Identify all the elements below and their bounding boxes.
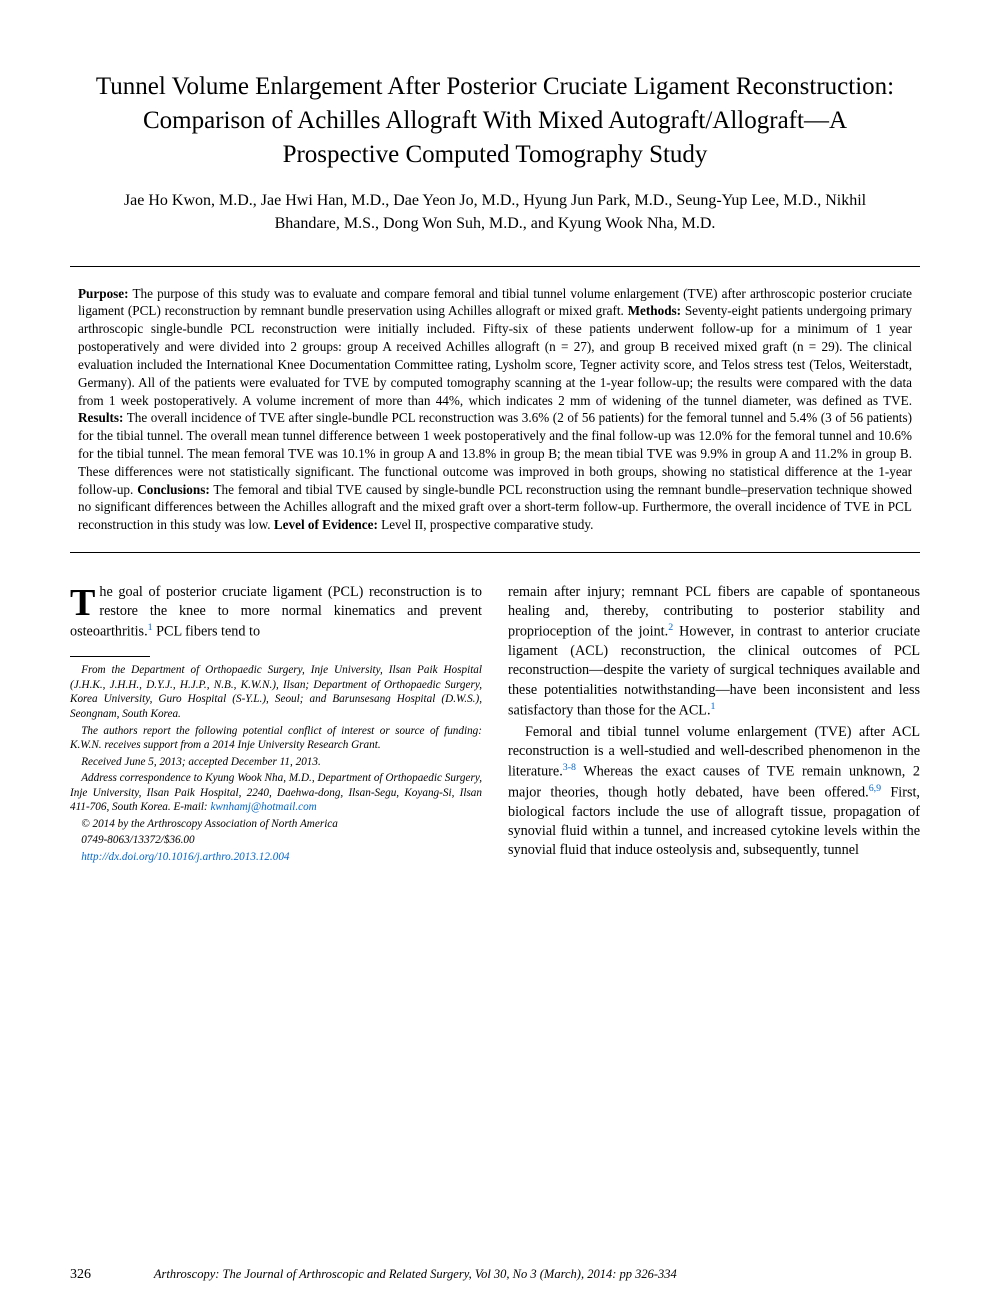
loe-text: Level II, prospective comparative study. <box>378 517 594 532</box>
footer-citation: Arthroscopy: The Journal of Arthroscopic… <box>154 1267 677 1281</box>
p1-cont: PCL fibers tend to <box>153 624 260 640</box>
conflict-of-interest: The authors report the following potenti… <box>70 724 482 753</box>
conclusions-label: Conclusions: <box>137 482 210 497</box>
correspondence: Address correspondence to Kyung Wook Nha… <box>70 771 482 815</box>
body-p2: remain after injury; remnant PCL fibers … <box>508 583 920 721</box>
methods-label: Methods: <box>628 303 681 318</box>
doi-link[interactable]: http://dx.doi.org/10.1016/j.arthro.2013.… <box>81 851 289 863</box>
abstract: Purpose: The purpose of this study was t… <box>70 285 920 534</box>
rule-bottom <box>70 552 920 553</box>
article-title: Tunnel Volume Enlargement After Posterio… <box>70 70 920 171</box>
email-link[interactable]: kwnhamj@hotmail.com <box>210 801 316 813</box>
loe-label: Level of Evidence: <box>274 517 378 532</box>
dropcap: T <box>70 583 99 620</box>
methods-text: Seventy-eight patients undergoing primar… <box>78 303 912 407</box>
body-columns: The goal of posterior cruciate ligament … <box>70 583 920 867</box>
rule-top <box>70 266 920 267</box>
footnote-rule <box>70 656 150 657</box>
body-p1: The goal of posterior cruciate ligament … <box>70 583 482 642</box>
affiliation: From the Department of Orthopaedic Surge… <box>70 663 482 721</box>
ref-3-8[interactable]: 3-8 <box>563 762 576 773</box>
ref-6-9[interactable]: 6,9 <box>869 783 881 794</box>
copyright: © 2014 by the Arthroscopy Association of… <box>70 817 482 832</box>
page-number: 326 <box>70 1267 91 1282</box>
ref-1b[interactable]: 1 <box>711 701 716 712</box>
purpose-label: Purpose: <box>78 286 129 301</box>
results-label: Results: <box>78 410 123 425</box>
authors: Jae Ho Kwon, M.D., Jae Hwi Han, M.D., Da… <box>70 189 920 235</box>
body-p3: Femoral and tibial tunnel volume enlarge… <box>508 723 920 861</box>
dates: Received June 5, 2013; accepted December… <box>70 755 482 770</box>
p1-text: he goal of posterior cruciate ligament (… <box>70 584 482 640</box>
footnotes: From the Department of Orthopaedic Surge… <box>70 663 482 864</box>
page-footer: 326 Arthroscopy: The Journal of Arthrosc… <box>70 1267 920 1283</box>
issn: 0749-8063/13372/$36.00 <box>70 833 482 848</box>
